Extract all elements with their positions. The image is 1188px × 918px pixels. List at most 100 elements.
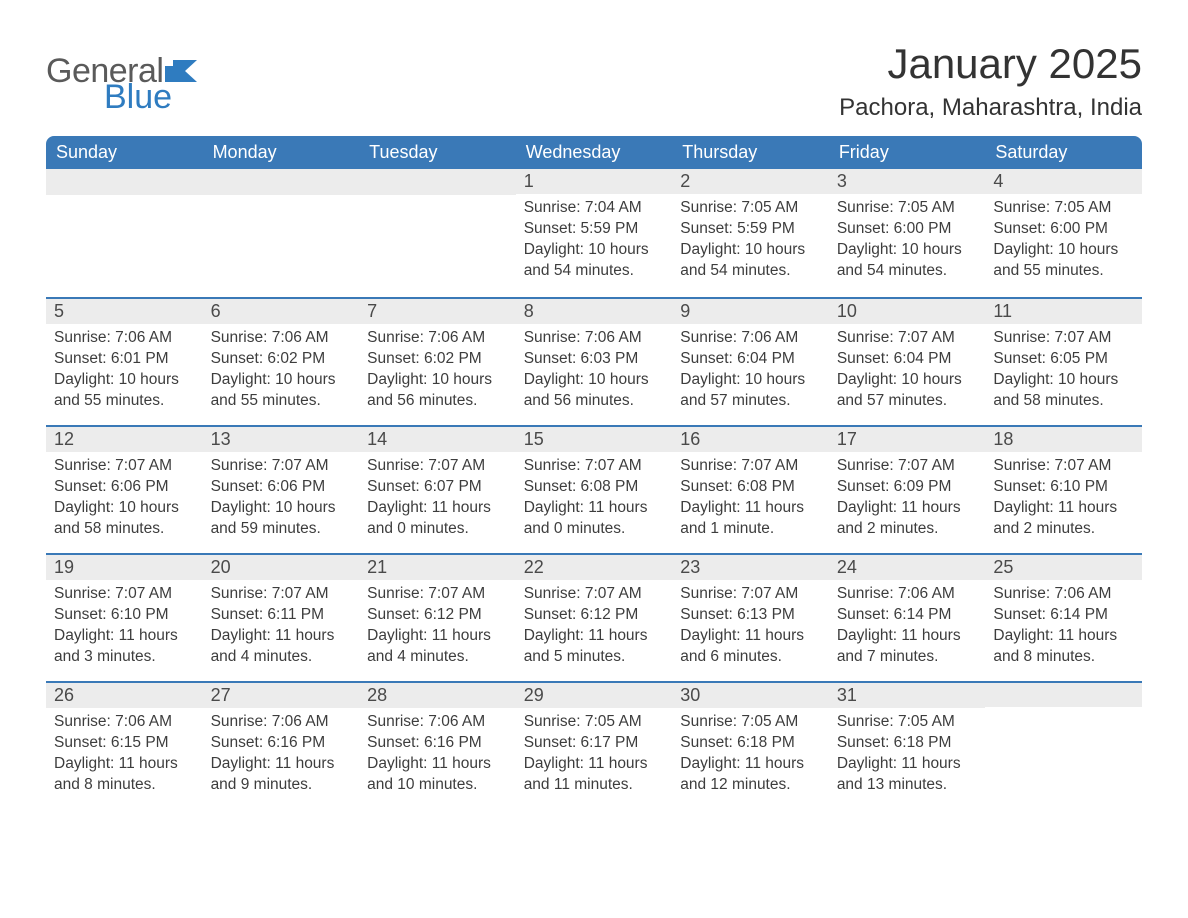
sunrise-text: Sunrise: 7:05 AM: [680, 712, 821, 733]
sunset-text: Sunset: 5:59 PM: [524, 219, 665, 240]
daylight-text: Daylight: 10 hours and 55 minutes.: [211, 370, 352, 412]
day-details: Sunrise: 7:05 AMSunset: 6:00 PMDaylight:…: [829, 194, 986, 290]
daylight-text: Daylight: 11 hours and 10 minutes.: [367, 754, 508, 796]
daylight-text: Daylight: 10 hours and 57 minutes.: [837, 370, 978, 412]
day-details: Sunrise: 7:07 AMSunset: 6:08 PMDaylight:…: [672, 452, 829, 548]
day-number: 18: [985, 425, 1142, 452]
sunset-text: Sunset: 6:11 PM: [211, 605, 352, 626]
sunrise-text: Sunrise: 7:07 AM: [837, 456, 978, 477]
sunset-text: Sunset: 6:08 PM: [680, 477, 821, 498]
sunrise-text: Sunrise: 7:06 AM: [367, 328, 508, 349]
calendar-day-cell: [985, 681, 1142, 809]
sunrise-text: Sunrise: 7:07 AM: [367, 584, 508, 605]
weekday-header: Sunday: [46, 136, 203, 169]
day-number: 30: [672, 681, 829, 708]
daylight-text: Daylight: 11 hours and 12 minutes.: [680, 754, 821, 796]
sunset-text: Sunset: 5:59 PM: [680, 219, 821, 240]
sunrise-text: Sunrise: 7:07 AM: [211, 584, 352, 605]
sunset-text: Sunset: 6:07 PM: [367, 477, 508, 498]
daylight-text: Daylight: 10 hours and 58 minutes.: [993, 370, 1134, 412]
calendar-day-cell: 21Sunrise: 7:07 AMSunset: 6:12 PMDayligh…: [359, 553, 516, 681]
sunrise-text: Sunrise: 7:06 AM: [54, 328, 195, 349]
calendar-day-cell: 5Sunrise: 7:06 AMSunset: 6:01 PMDaylight…: [46, 297, 203, 425]
calendar-day-cell: 26Sunrise: 7:06 AMSunset: 6:15 PMDayligh…: [46, 681, 203, 809]
sunset-text: Sunset: 6:14 PM: [837, 605, 978, 626]
weekday-header: Saturday: [985, 136, 1142, 169]
sunrise-text: Sunrise: 7:04 AM: [524, 198, 665, 219]
daylight-text: Daylight: 11 hours and 1 minute.: [680, 498, 821, 540]
sunset-text: Sunset: 6:00 PM: [837, 219, 978, 240]
logo-word-blue: Blue: [104, 80, 197, 114]
sunrise-text: Sunrise: 7:05 AM: [837, 198, 978, 219]
sunrise-text: Sunrise: 7:05 AM: [993, 198, 1134, 219]
daylight-text: Daylight: 10 hours and 58 minutes.: [54, 498, 195, 540]
day-number: 24: [829, 553, 986, 580]
title-block: January 2025 Pachora, Maharashtra, India: [839, 40, 1142, 122]
sunrise-text: Sunrise: 7:06 AM: [211, 328, 352, 349]
sunrise-text: Sunrise: 7:06 AM: [211, 712, 352, 733]
day-details: Sunrise: 7:07 AMSunset: 6:06 PMDaylight:…: [46, 452, 203, 548]
day-number: 28: [359, 681, 516, 708]
calendar-day-cell: 10 Sunrise: 7:07 AMSunset: 6:04 PMDayligh…: [829, 297, 986, 425]
sunrise-text: Sunrise: 7:06 AM: [837, 584, 978, 605]
weekday-header: Tuesday: [359, 136, 516, 169]
day-number: 11: [985, 297, 1142, 324]
sunrise-text: Sunrise: 7:06 AM: [680, 328, 821, 349]
daylight-text: Daylight: 11 hours and 9 minutes.: [211, 754, 352, 796]
day-details: Sunrise: 7:04 AMSunset: 5:59 PMDaylight:…: [516, 194, 673, 290]
calendar-day-cell: 4Sunrise: 7:05 AMSunset: 6:00 PMDaylight…: [985, 169, 1142, 297]
day-details: Sunrise: 7:07 AMSunset: 6:05 PMDaylight:…: [985, 324, 1142, 420]
day-number: 4: [985, 169, 1142, 194]
day-number: 25: [985, 553, 1142, 580]
calendar-week-row: 1Sunrise: 7:04 AMSunset: 5:59 PMDaylight…: [46, 169, 1142, 297]
daylight-text: Daylight: 11 hours and 7 minutes.: [837, 626, 978, 668]
day-number: 21: [359, 553, 516, 580]
month-title: January 2025: [839, 40, 1142, 88]
sunrise-text: Sunrise: 7:06 AM: [367, 712, 508, 733]
daylight-text: Daylight: 10 hours and 57 minutes.: [680, 370, 821, 412]
sunset-text: Sunset: 6:04 PM: [837, 349, 978, 370]
calendar-header-row: SundayMondayTuesdayWednesdayThursdayFrid…: [46, 136, 1142, 169]
day-number: 19: [46, 553, 203, 580]
logo: General Blue: [46, 54, 197, 114]
daylight-text: Daylight: 11 hours and 6 minutes.: [680, 626, 821, 668]
day-details: Sunrise: 7:05 AMSunset: 5:59 PMDaylight:…: [672, 194, 829, 290]
day-details: Sunrise: 7:07 AMSunset: 6:09 PMDaylight:…: [829, 452, 986, 548]
day-details: Sunrise: 7:05 AMSunset: 6:18 PMDaylight:…: [829, 708, 986, 804]
day-number: 23: [672, 553, 829, 580]
calendar-day-cell: [359, 169, 516, 297]
day-number: [46, 169, 203, 195]
day-number: 10: [829, 297, 986, 324]
day-number: 12: [46, 425, 203, 452]
sunset-text: Sunset: 6:02 PM: [211, 349, 352, 370]
daylight-text: Daylight: 11 hours and 2 minutes.: [837, 498, 978, 540]
calendar-day-cell: 11Sunrise: 7:07 AMSunset: 6:05 PMDayligh…: [985, 297, 1142, 425]
calendar-day-cell: 13Sunrise: 7:07 AMSunset: 6:06 PMDayligh…: [203, 425, 360, 553]
daylight-text: Daylight: 11 hours and 4 minutes.: [211, 626, 352, 668]
day-details: Sunrise: 7:07 AMSunset: 6:12 PMDaylight:…: [516, 580, 673, 676]
calendar-day-cell: 22Sunrise: 7:07 AMSunset: 6:12 PMDayligh…: [516, 553, 673, 681]
calendar-day-cell: 25Sunrise: 7:06 AMSunset: 6:14 PMDayligh…: [985, 553, 1142, 681]
day-number: 5: [46, 297, 203, 324]
weekday-header: Friday: [829, 136, 986, 169]
sunrise-text: Sunrise: 7:07 AM: [680, 584, 821, 605]
daylight-text: Daylight: 11 hours and 4 minutes.: [367, 626, 508, 668]
sunrise-text: Sunrise: 7:05 AM: [837, 712, 978, 733]
weekday-header: Wednesday: [516, 136, 673, 169]
sunrise-text: Sunrise: 7:07 AM: [993, 328, 1134, 349]
calendar-day-cell: 3Sunrise: 7:05 AMSunset: 6:00 PMDaylight…: [829, 169, 986, 297]
day-details: Sunrise: 7:06 AMSunset: 6:04 PMDaylight:…: [672, 324, 829, 420]
calendar-day-cell: 18Sunrise: 7:07 AMSunset: 6:10 PMDayligh…: [985, 425, 1142, 553]
daylight-text: Daylight: 10 hours and 56 minutes.: [367, 370, 508, 412]
calendar-week-row: 12Sunrise: 7:07 AMSunset: 6:06 PMDayligh…: [46, 425, 1142, 553]
day-details: Sunrise: 7:06 AMSunset: 6:16 PMDaylight:…: [359, 708, 516, 804]
day-number: [985, 681, 1142, 707]
calendar-day-cell: 6Sunrise: 7:06 AMSunset: 6:02 PMDaylight…: [203, 297, 360, 425]
day-number: 3: [829, 169, 986, 194]
sunrise-text: Sunrise: 7:07 AM: [837, 328, 978, 349]
day-number: 17: [829, 425, 986, 452]
sunset-text: Sunset: 6:02 PM: [367, 349, 508, 370]
day-details: Sunrise: 7:06 AMSunset: 6:14 PMDaylight:…: [985, 580, 1142, 676]
day-details: Sunrise: 7:06 AMSunset: 6:03 PMDaylight:…: [516, 324, 673, 420]
daylight-text: Daylight: 10 hours and 54 minutes.: [680, 240, 821, 282]
